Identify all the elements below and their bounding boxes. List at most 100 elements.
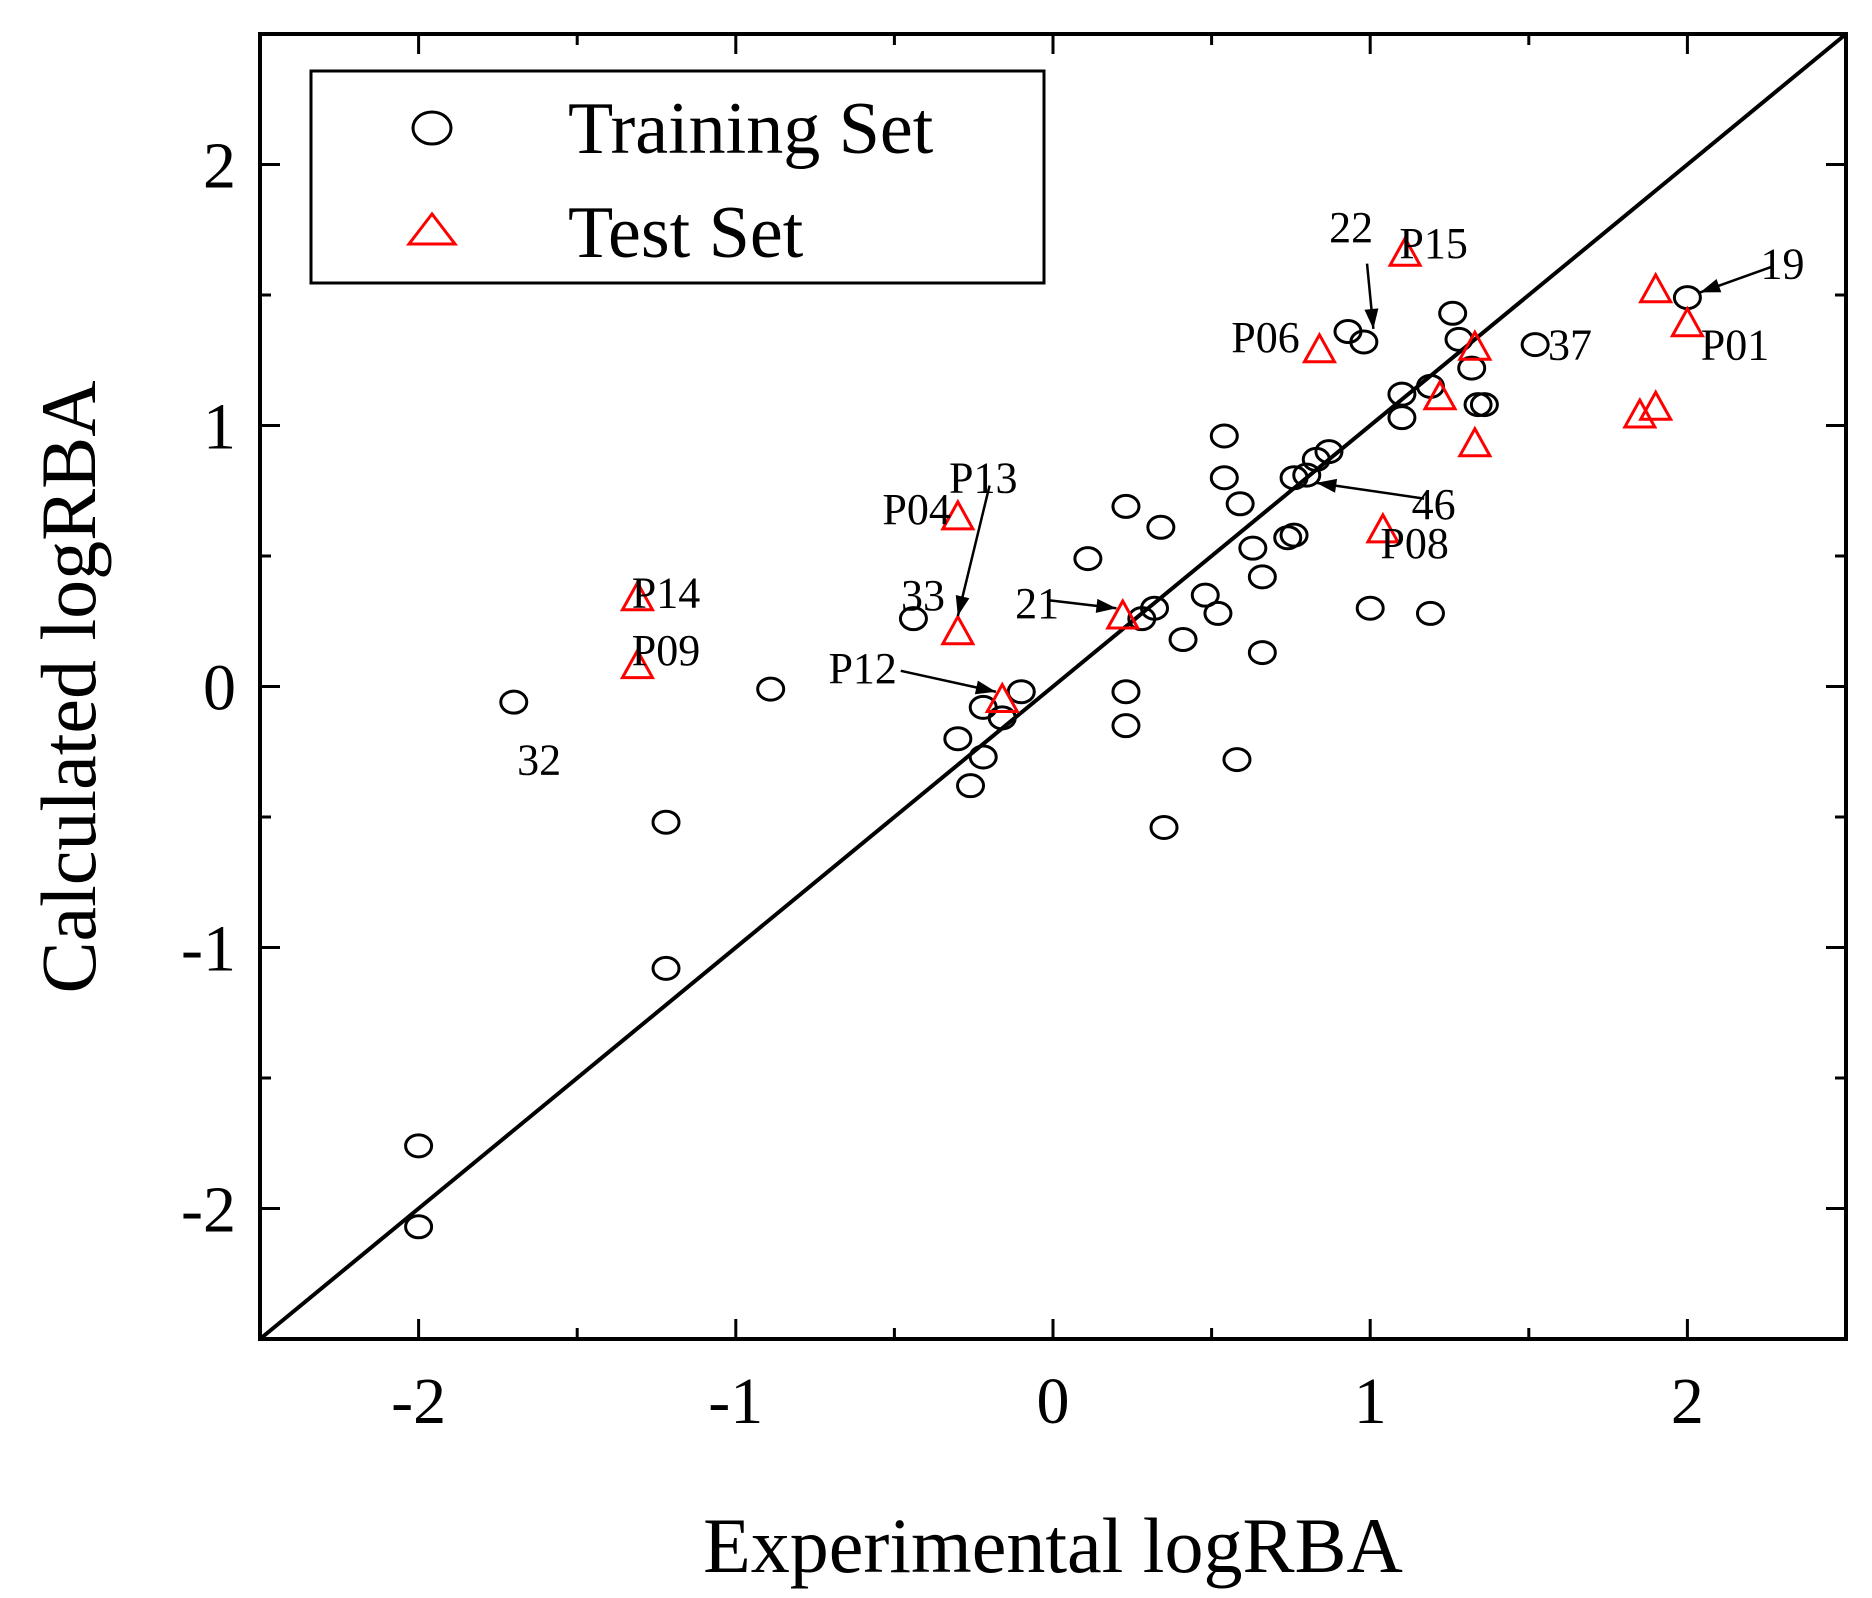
test-point xyxy=(984,681,1020,714)
training-point xyxy=(1209,465,1239,491)
x-tick-label: 1 xyxy=(1354,1365,1387,1438)
test-point xyxy=(940,498,976,531)
annotation-label: P09 xyxy=(632,626,700,675)
annotation-label: 32 xyxy=(517,736,561,785)
legend-box xyxy=(309,69,1046,285)
training-point xyxy=(1457,355,1487,381)
training-point xyxy=(1292,462,1322,488)
training-point xyxy=(756,676,786,702)
annotation-label: 21 xyxy=(1015,579,1059,628)
legend-label-test: Test Set xyxy=(568,192,804,274)
training-point xyxy=(651,809,681,835)
training-point xyxy=(1520,332,1550,358)
test-point xyxy=(940,613,976,646)
y-tick-label: 1 xyxy=(203,391,236,464)
training-point xyxy=(956,773,986,799)
training-point xyxy=(1463,392,1493,418)
y-tick-label: -1 xyxy=(181,913,236,986)
training-point xyxy=(1111,679,1141,705)
annotation-label: P04 xyxy=(882,485,950,534)
axis-ticks: -2 -1 0 1 2 -2 -1 0 1 2 xyxy=(181,32,1848,1438)
y-axis-title: Calculated logRBA xyxy=(25,380,112,993)
test-point xyxy=(1638,389,1674,421)
x-tick-label: 2 xyxy=(1671,1365,1704,1438)
legend-triangle-marker xyxy=(405,211,459,246)
annotation-label: 19 xyxy=(1761,240,1805,289)
annotation-arrowhead xyxy=(1316,478,1338,493)
annotation-label: 22 xyxy=(1329,203,1373,252)
training-point xyxy=(1415,600,1445,626)
test-point xyxy=(1457,329,1493,361)
training-point xyxy=(1247,640,1277,666)
annotation-label: P13 xyxy=(949,454,1017,503)
annotation-arrow xyxy=(956,485,991,617)
x-tick-label: -2 xyxy=(391,1365,446,1438)
annotation-label: P01 xyxy=(1701,321,1769,370)
test-point xyxy=(619,579,656,612)
training-point xyxy=(1672,285,1702,311)
training-point xyxy=(1225,491,1255,517)
training-point xyxy=(1149,814,1179,840)
test-point xyxy=(1105,597,1141,630)
training-point xyxy=(1006,679,1036,705)
test-point xyxy=(1365,511,1401,544)
training-point xyxy=(987,705,1017,731)
annotation-arrowhead xyxy=(1700,279,1722,293)
training-point xyxy=(1349,329,1379,355)
training-point xyxy=(1203,600,1233,626)
training-point xyxy=(1073,546,1103,572)
training-point xyxy=(499,689,529,715)
training-point xyxy=(1140,595,1170,621)
training-point xyxy=(1279,465,1309,491)
y-tick-label: 0 xyxy=(203,652,236,725)
x-tick-label: 0 xyxy=(1037,1365,1070,1438)
training-point xyxy=(1469,392,1499,418)
annotation-arrows xyxy=(900,263,1774,695)
training-point xyxy=(1238,535,1268,561)
x-tick-label: -1 xyxy=(708,1365,763,1438)
identity-line-layer xyxy=(258,32,1848,1341)
plot-frame xyxy=(258,32,1848,1341)
test-point xyxy=(1301,331,1337,364)
legend: Training Set Test Set xyxy=(309,69,1046,285)
annotation-label: P12 xyxy=(828,644,896,693)
annotation-label: P08 xyxy=(1380,519,1448,568)
training-point xyxy=(1168,627,1198,653)
test-point xyxy=(1669,305,1705,338)
training-point xyxy=(1387,405,1417,431)
data-points xyxy=(404,235,1705,1240)
annotation-arrowhead xyxy=(974,680,996,695)
y-tick-label: 2 xyxy=(203,130,236,203)
annotation-label: 37 xyxy=(1548,321,1592,370)
training-point xyxy=(1314,439,1344,465)
annotation-label: P15 xyxy=(1399,219,1467,268)
annotation-arrowhead xyxy=(1095,598,1117,613)
training-point xyxy=(1209,423,1239,449)
x-axis-title: Experimental logRBA xyxy=(703,1502,1403,1589)
annotation-arrowhead xyxy=(955,594,970,617)
training-point xyxy=(1111,713,1141,739)
training-point xyxy=(1355,595,1385,621)
annotation-label: 33 xyxy=(901,571,945,620)
test-point xyxy=(1622,396,1658,429)
test-point xyxy=(619,647,656,680)
y-tick-label: -2 xyxy=(181,1174,236,1247)
training-point xyxy=(1222,747,1252,773)
training-point xyxy=(1190,582,1220,608)
training-point xyxy=(1247,564,1277,590)
annotation-label: 46 xyxy=(1412,480,1456,529)
legend-circle-marker xyxy=(411,110,453,146)
annotation-label: P14 xyxy=(632,569,700,618)
annotation-label: P06 xyxy=(1231,313,1299,362)
training-point xyxy=(404,1133,434,1159)
annotation-arrowhead xyxy=(1364,308,1379,329)
training-point xyxy=(404,1214,434,1240)
test-point xyxy=(1387,235,1423,267)
training-point xyxy=(651,955,681,981)
training-point xyxy=(968,744,998,770)
test-point xyxy=(1638,271,1674,304)
training-point xyxy=(1146,514,1176,540)
training-point xyxy=(898,606,928,632)
